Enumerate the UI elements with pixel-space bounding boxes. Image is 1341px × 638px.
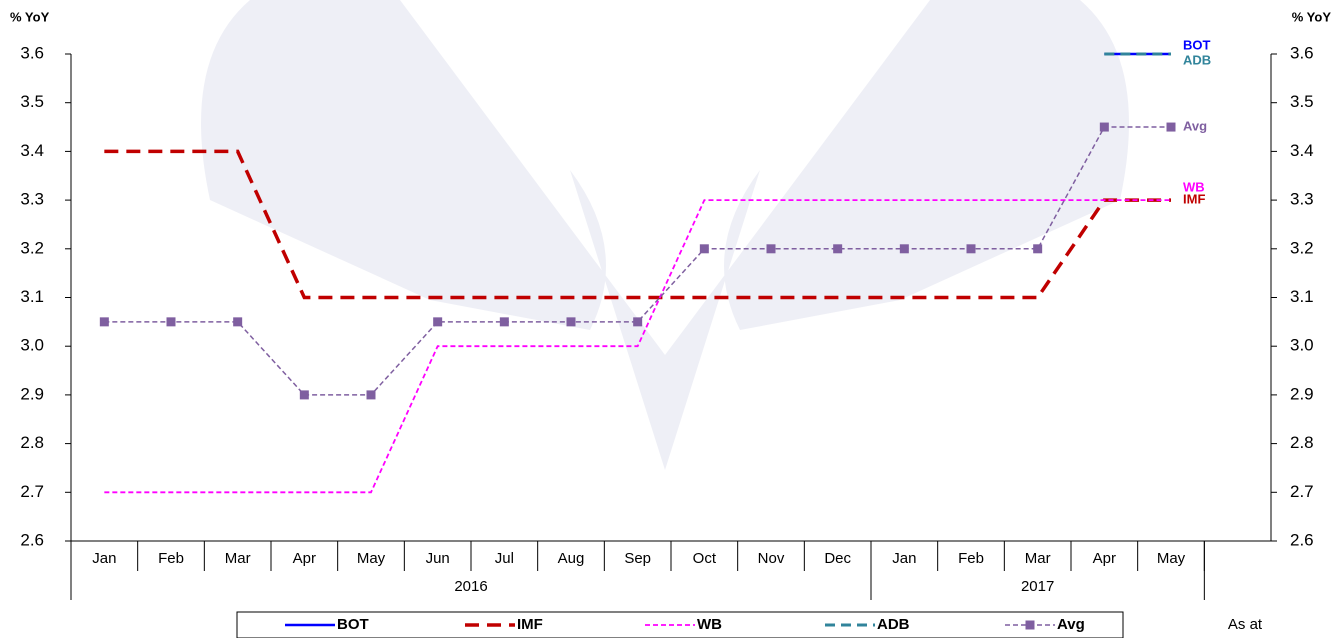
y2-tick-label: 2.6 [1290,530,1314,549]
x-tick-label: Oct [693,550,717,567]
y-axis-label: % YoY [10,9,50,24]
marker [566,317,576,327]
marker [766,244,776,254]
y-tick-label: 3.1 [20,287,44,306]
marker [1166,122,1176,132]
x-tick-label: Apr [293,550,316,567]
y2-tick-label: 3.4 [1290,141,1314,160]
y2-tick-label: 2.8 [1290,433,1314,452]
y-tick-label: 2.8 [20,433,44,452]
y-tick-label: 3.6 [20,43,44,62]
x-tick-label: Feb [158,550,184,567]
y-tick-label: 3.5 [20,92,44,111]
series-line [104,149,1171,300]
marker [899,244,909,254]
y2-tick-label: 3.1 [1290,287,1314,306]
watermark [201,0,1129,470]
y-tick-label: 2.7 [20,482,44,501]
marker [699,244,709,254]
marker [299,390,309,400]
marker [233,317,243,327]
marker [499,317,509,327]
note: As at [1228,616,1263,633]
y-tick-label: 3.2 [20,238,44,257]
series-end-label: BOT [1183,37,1211,52]
x-tick-label: Apr [1093,550,1116,567]
marker [633,317,643,327]
series-end-label: Avg [1183,118,1207,133]
y-tick-label: 3.4 [20,141,44,160]
legend-label: IMF [517,616,543,633]
legend-label: Avg [1057,616,1085,633]
group-label: 2016 [454,578,487,595]
x-tick-label: Nov [758,550,785,567]
marker [966,244,976,254]
x-tick-label: Sep [624,550,651,567]
y-tick-label: 2.6 [20,530,44,549]
y2-tick-label: 2.9 [1290,384,1314,403]
series-end-label: ADB [1183,52,1211,67]
x-tick-label: Jul [495,550,514,567]
marker [166,317,176,327]
x-tick-label: Jan [92,550,116,567]
y2-axis-label: % YoY [1292,9,1332,24]
marker [99,317,109,327]
marker [433,317,443,327]
x-tick-label: Mar [225,550,251,567]
y-tick-label: 2.9 [20,384,44,403]
marker [1033,244,1043,254]
series-line [104,126,1171,396]
series-end-label: IMF [1183,192,1205,207]
y-tick-label: 3.0 [20,336,44,355]
y2-tick-label: 3.2 [1290,238,1314,257]
y2-tick-label: 2.7 [1290,482,1314,501]
y2-tick-label: 3.0 [1290,336,1314,355]
group-label: 2017 [1021,578,1054,595]
x-tick-label: Jan [892,550,916,567]
legend-label: WB [697,616,722,633]
x-tick-label: Feb [958,550,984,567]
legend-label: ADB [877,616,910,633]
series-line [104,199,1171,494]
y2-tick-label: 3.5 [1290,92,1314,111]
legend-box [236,611,1124,638]
x-tick-label: Mar [1025,550,1051,567]
y2-tick-label: 3.3 [1290,190,1314,209]
y-tick-label: 3.3 [20,190,44,209]
x-tick-label: May [357,550,386,567]
marker [366,390,376,400]
x-tick-label: Jun [426,550,450,567]
series-end-label: WB [1183,180,1205,195]
y2-tick-label: 3.6 [1290,43,1314,62]
marker [1099,122,1109,132]
legend-marker [1025,620,1035,630]
marker [833,244,843,254]
x-tick-label: May [1157,550,1186,567]
legend-label: BOT [337,616,369,633]
x-tick-label: Dec [824,550,851,567]
x-tick-label: Aug [558,550,585,567]
